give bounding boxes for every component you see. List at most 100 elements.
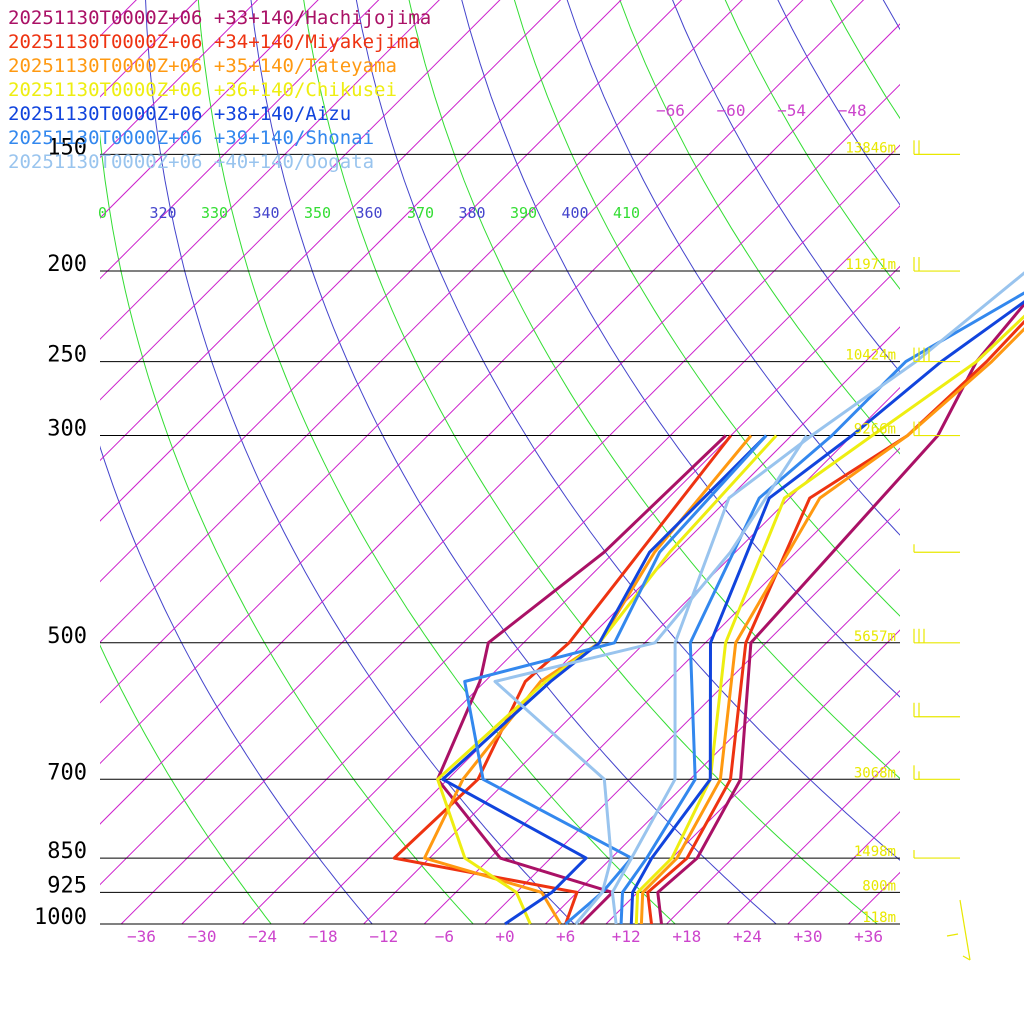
- temperature-tick-label: −36: [127, 927, 156, 946]
- isotherm-line: [484, 508, 900, 924]
- dry-adiabat-line: [408, 0, 900, 780]
- temperature-profile: [639, 327, 1024, 925]
- temperature-tick-label: +0: [495, 927, 514, 946]
- theta-label: 370: [407, 204, 434, 222]
- dewpoint-profile: [493, 434, 808, 925]
- isotherm-line: [100, 0, 804, 704]
- wind-barbs: [913, 140, 971, 961]
- temperature-tick-label: +36: [854, 927, 883, 946]
- legend-entry: 20251130T0000Z+06 +35+140/Tateyama: [8, 55, 397, 77]
- dewpoint-profile: [436, 434, 727, 926]
- temperature-tick-label: −18: [309, 927, 338, 946]
- isotherm-line: [100, 0, 380, 280]
- dewpoint-profile: [423, 434, 753, 925]
- legend-entry: 20251130T0000Z+06 +39+140/Shonai: [8, 127, 374, 149]
- isotherm-line: [787, 811, 900, 924]
- pressure-label: 1000: [34, 905, 87, 930]
- wind-barb: [913, 544, 960, 553]
- dry-adiabat-line: [145, 0, 575, 924]
- wind-barb: [913, 140, 960, 155]
- altitude-label: 3068m: [854, 765, 896, 781]
- dry-adiabat-line: [303, 0, 878, 924]
- theta-label: 380: [459, 204, 486, 222]
- isotherm-line: [970, 0, 1024, 924]
- pressure-label: 925: [47, 873, 87, 898]
- temperature-profile: [656, 302, 1024, 925]
- isotherm-line: [100, 0, 440, 340]
- altitude-label: 118m: [862, 910, 896, 926]
- isotherm-line: [423, 447, 900, 924]
- upper-temperature-label: −54: [777, 101, 806, 120]
- isotherm-line: [100, 0, 259, 159]
- wind-barb: [913, 702, 960, 718]
- wind-barb: [913, 628, 960, 644]
- pressure-label: 500: [47, 624, 87, 649]
- pressure-label: 150: [47, 135, 87, 160]
- temperature-tick-label: +30: [794, 927, 823, 946]
- wind-barb: [913, 257, 960, 272]
- temperature-profile: [610, 271, 1024, 925]
- isotherm-line: [242, 265, 900, 924]
- wind-barb-staff: [959, 899, 971, 961]
- isotherm-line: [302, 326, 900, 924]
- isotherm-line: [100, 0, 562, 462]
- wind-barb: [913, 347, 960, 363]
- dry-adiabat-line: [513, 0, 900, 617]
- dry-adiabat-line: [672, 0, 900, 373]
- altitude-label: 5657m: [854, 629, 896, 645]
- theta-label: 0: [98, 204, 107, 222]
- isotherm-line: [100, 0, 683, 583]
- isotherm-line: [100, 0, 622, 522]
- pressure-label: 300: [47, 417, 87, 442]
- wind-barb-flag: [962, 955, 971, 961]
- altitude-label: 800m: [862, 878, 896, 894]
- theta-label: 340: [253, 204, 280, 222]
- sounding-series: [392, 271, 1024, 926]
- temperature-profile: [619, 291, 1024, 925]
- temperature-tick-label: −30: [188, 927, 217, 946]
- dry-adiabat-line: [250, 0, 777, 924]
- theta-label: 330: [201, 204, 228, 222]
- dry-adiabat-line: [100, 445, 373, 924]
- dewpoint-profile: [436, 434, 778, 925]
- pressure-label: 200: [47, 252, 87, 277]
- legend-entry: 20251130T0000Z+06 +40+140/Oogata: [8, 151, 374, 173]
- legend-entry: 20251130T0000Z+06 +38+140/Aizu: [8, 103, 351, 125]
- altitude-label: 13846m: [845, 140, 896, 156]
- isotherm-line: [181, 205, 900, 924]
- legend-entry: 20251130T0000Z+06 +33+140/Hachijojima: [8, 7, 431, 29]
- isotherm-line: [100, 0, 501, 401]
- altitude-label: 11971m: [845, 257, 896, 273]
- wind-barb: [913, 850, 960, 859]
- temperature-profile: [629, 300, 1024, 925]
- dry-adiabat-line: [566, 0, 900, 536]
- temperature-profile: [634, 314, 1024, 925]
- isotherm-line: [605, 629, 900, 924]
- isotherm-line: [100, 0, 743, 643]
- isotherm-line: [726, 750, 900, 924]
- upper-temperature-label: −60: [717, 101, 746, 120]
- temperature-tick-label: −6: [435, 927, 454, 946]
- dry-adiabat-line: [100, 132, 474, 924]
- theta-label: 360: [356, 204, 383, 222]
- wind-barb: [913, 421, 960, 437]
- wind-barb: [946, 899, 971, 961]
- temperature-tick-label: +6: [556, 927, 575, 946]
- theta-label: 390: [510, 204, 537, 222]
- upper-temperature-label: −66: [656, 101, 685, 120]
- pressure-label: 700: [47, 760, 87, 785]
- legend-entry: 20251130T0000Z+06 +36+140/Chikusei: [8, 79, 397, 101]
- isotherm-line: [100, 0, 865, 765]
- dewpoint-profile: [463, 434, 768, 926]
- dry-adiabat-line: [619, 0, 900, 455]
- axis-labels: 1001502002503005007008509251000−36−30−24…: [34, 101, 896, 946]
- dry-adiabat-line: [724, 0, 900, 290]
- altitude-label: 1498m: [854, 844, 896, 860]
- isotherm-line: [120, 144, 900, 924]
- temperature-tick-label: +24: [733, 927, 762, 946]
- pressure-label: 850: [47, 839, 87, 864]
- isotherm-line: [545, 568, 900, 924]
- dewpoint-profile: [392, 434, 733, 925]
- temperature-profile: [646, 319, 1024, 925]
